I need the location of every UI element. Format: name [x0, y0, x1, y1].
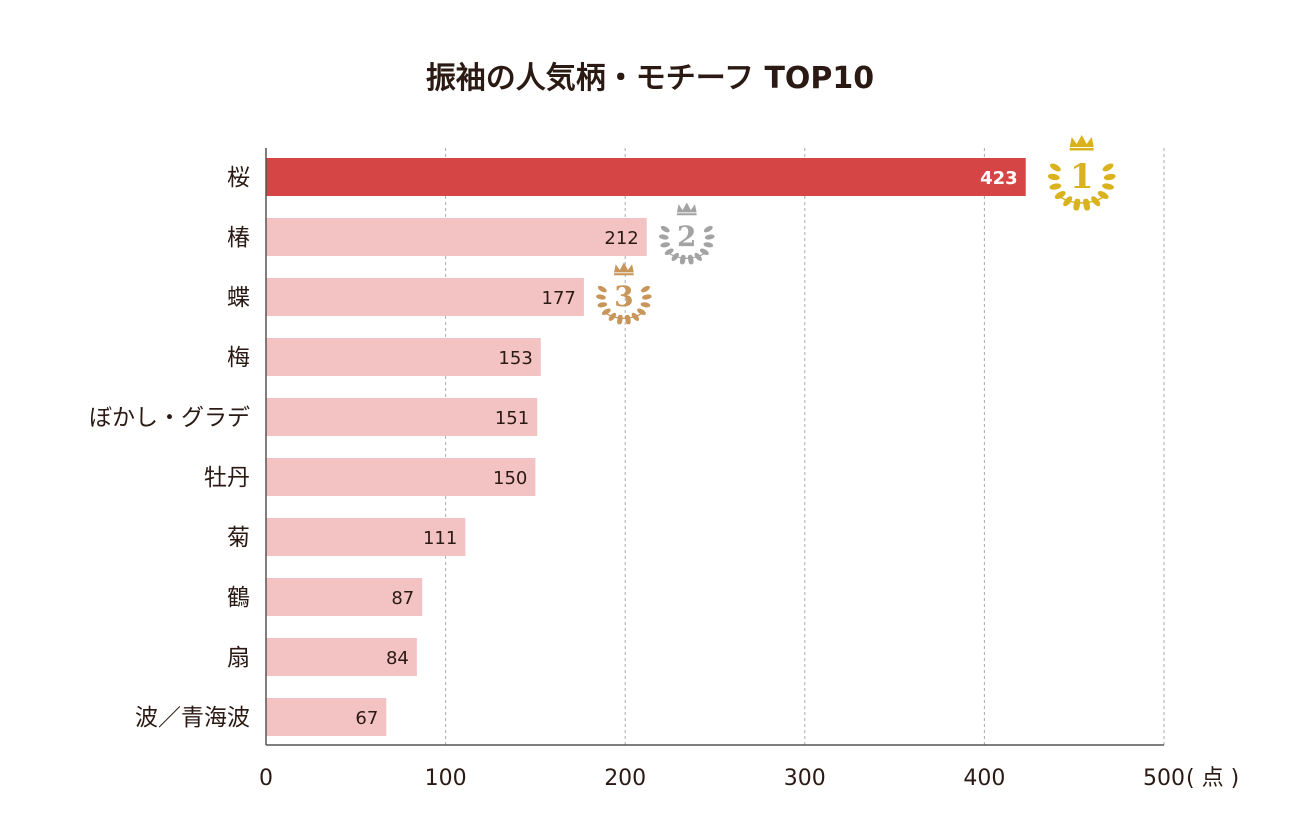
laurel-leaf — [1073, 198, 1080, 211]
data-label: 423 — [980, 168, 1018, 189]
data-label: 150 — [493, 468, 527, 489]
crown-icon — [676, 202, 697, 213]
x-tick-label: 400 — [963, 766, 1005, 791]
category-label: 扇 — [227, 645, 250, 671]
category-label: 菊 — [227, 525, 250, 551]
bar — [266, 218, 647, 256]
crown-base — [676, 213, 697, 216]
data-label: 212 — [604, 228, 638, 249]
data-label: 111 — [423, 528, 457, 549]
chart-title: 振袖の人気柄・モチーフ TOP10 — [426, 61, 874, 96]
category-label: 牡丹 — [204, 465, 250, 491]
laurel-leaf — [680, 254, 686, 265]
x-tick-label: 100 — [425, 766, 467, 791]
laurel-leaf — [637, 308, 646, 316]
laurel-stem — [668, 252, 706, 259]
x-tick-label: 0 — [259, 766, 273, 791]
medal-rank: 2 — [677, 220, 696, 253]
category-label: 梅 — [227, 345, 250, 371]
data-label: 153 — [498, 348, 532, 369]
bar — [266, 578, 423, 616]
data-label: 177 — [542, 288, 576, 309]
laurel-stem — [605, 312, 643, 319]
x-tick-label: 200 — [604, 766, 646, 791]
category-label: 蝶 — [227, 285, 250, 311]
bar — [266, 638, 417, 676]
laurel-leaf — [664, 248, 674, 256]
laurel-leaf — [1049, 163, 1061, 172]
category-label: 鶴 — [227, 585, 250, 611]
laurel-leaf — [1102, 163, 1114, 172]
crown-icon — [614, 262, 634, 273]
laurel-leaf — [596, 294, 606, 300]
laurel-leaf — [641, 294, 652, 300]
laurel-leaf — [704, 234, 715, 240]
category-label: ぼかし・グラデ — [89, 405, 250, 431]
laurel-leaf — [1049, 183, 1062, 190]
category-label: 波／青海波 — [135, 705, 250, 731]
laurel-leaf — [688, 254, 694, 265]
medal-icon: 1 — [1047, 135, 1116, 211]
medal-icon: 3 — [596, 262, 652, 325]
bar — [266, 458, 536, 496]
data-label: 151 — [495, 408, 529, 429]
laurel-leaf — [1097, 191, 1109, 199]
laurel-leaf — [1102, 183, 1114, 190]
x-tick-label: 500 — [1143, 766, 1185, 791]
data-label: 67 — [355, 708, 378, 729]
bar — [266, 278, 584, 316]
bar — [266, 398, 538, 436]
data-label: 87 — [391, 588, 414, 609]
laurel-leaf — [597, 302, 608, 308]
laurel-leaf — [1047, 173, 1060, 181]
medal-rank: 3 — [614, 280, 633, 313]
data-label: 84 — [386, 648, 409, 669]
bar — [266, 518, 466, 556]
bar — [266, 338, 541, 376]
laurel-leaf — [1103, 173, 1116, 181]
laurel-leaf — [601, 308, 611, 316]
crown-icon — [1069, 135, 1094, 147]
laurel-leaf — [617, 314, 623, 325]
bar — [266, 698, 387, 736]
medal-icon: 2 — [658, 202, 715, 265]
category-label: 桜 — [227, 165, 250, 191]
laurel-leaf — [660, 242, 671, 248]
laurel-leaf — [1083, 198, 1090, 211]
x-axis-label: ( 点 ) — [1186, 766, 1239, 791]
laurel-leaf — [625, 314, 631, 325]
crown-base — [614, 273, 634, 276]
x-tick-label: 300 — [784, 766, 826, 791]
bar — [266, 158, 1026, 196]
laurel-leaf — [597, 285, 607, 293]
laurel-stem — [1059, 196, 1105, 204]
laurel-leaf — [703, 242, 714, 248]
laurel-leaf — [641, 285, 650, 293]
laurel-leaf — [640, 302, 651, 308]
laurel-leaf — [703, 225, 713, 233]
crown-base — [1069, 148, 1094, 151]
laurel-leaf — [699, 248, 709, 256]
laurel-leaf — [660, 225, 670, 233]
medal-rank: 1 — [1070, 157, 1094, 197]
category-label: 椿 — [227, 225, 250, 251]
laurel-leaf — [658, 234, 669, 240]
laurel-leaf — [1054, 191, 1066, 199]
